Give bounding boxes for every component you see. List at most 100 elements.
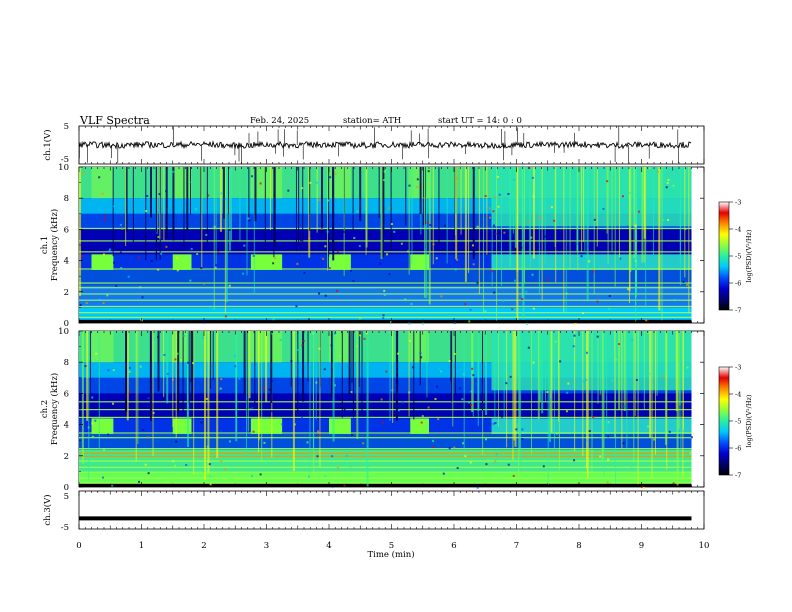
spectrogram-speckle (408, 322, 411, 325)
spectrogram-speckle (573, 334, 576, 337)
spectrogram-speckle (320, 256, 323, 259)
spectrogram-speckle (385, 253, 388, 256)
spectrogram-speckle (279, 338, 282, 341)
spectrogram-speckle (408, 391, 411, 394)
spectrogram-line (79, 432, 692, 434)
spectrogram-speckle (462, 442, 465, 445)
spectrogram-streak (215, 167, 217, 265)
spectrogram-streak (341, 331, 343, 418)
spectrogram-streak (529, 167, 531, 269)
spectrogram-speckle (401, 401, 404, 404)
spectrogram-streak (606, 167, 608, 234)
spectrogram-streak (664, 331, 667, 445)
spectrogram-speckle (476, 486, 479, 489)
spectrogram-streak (606, 331, 608, 433)
spectrogram-speckle (101, 476, 104, 479)
spectrogram-speckle (172, 460, 175, 463)
spectrogram-streak (190, 331, 192, 383)
spectrogram-streak (246, 331, 248, 460)
spectrogram-speckle (318, 347, 321, 350)
spectrogram-band (491, 254, 692, 270)
spectrogram-band (79, 393, 692, 419)
spectrogram-line (79, 287, 692, 289)
spectrogram-speckle (621, 195, 624, 198)
spectrogram-streak (611, 167, 613, 252)
spectrogram-streak (330, 331, 333, 397)
spectrogram-speckle (158, 193, 161, 196)
spectrogram-speckle (421, 415, 424, 418)
spectrogram-ytick-label: 2 (64, 288, 69, 298)
spectrogram-streak (273, 167, 276, 247)
spectrogram-speckle (495, 453, 498, 456)
spectrogram-streak (643, 331, 645, 410)
spectrogram-streak (183, 167, 185, 248)
spectrogram-streak (112, 167, 114, 257)
spectrogram-speckle (630, 467, 633, 470)
ch1-colorbar-ticks: -3 -4 -5 -6 -7 (729, 199, 741, 315)
spectrogram-streak (302, 331, 305, 402)
spectrogram-speckle (520, 246, 523, 249)
spectrogram-speckle (385, 370, 388, 373)
spectrogram-speckle (456, 258, 459, 261)
spectrogram-streak (390, 167, 392, 251)
spectrogram-speckle (485, 463, 488, 466)
spectrogram-speckle (301, 344, 304, 347)
spectrogram-speckle (432, 243, 435, 246)
spectrogram-speckle (437, 418, 440, 421)
spectrogram-speckle (484, 310, 487, 313)
spectrogram-streak (125, 167, 127, 246)
colorbar-tick-label: -3 (735, 199, 741, 207)
spectrogram-line (79, 312, 692, 314)
spectrogram-speckle (488, 207, 491, 210)
spectrogram-speckle (436, 385, 439, 388)
spectrogram-speckle (638, 210, 641, 213)
spectrogram-streak (514, 167, 517, 248)
spectrogram-speckle (440, 370, 443, 373)
ch3-waveform-frame (78, 490, 705, 530)
spectrogram-streak (295, 167, 297, 252)
spectrogram-speckle (165, 245, 168, 248)
spectrogram-speckle (440, 295, 443, 298)
spectrogram-ytick-label: 8 (64, 194, 69, 204)
spectrogram-speckle (250, 175, 253, 178)
spectrogram-streak (186, 167, 189, 232)
spectrogram-speckle (456, 177, 459, 180)
spectrogram-speckle (531, 176, 534, 179)
spectrogram-speckle (114, 242, 117, 245)
spectrogram-speckle (484, 438, 487, 441)
spectrogram-speckle (599, 455, 602, 458)
spectrogram-speckle (242, 272, 245, 275)
spectrogram-speckle (454, 268, 457, 271)
spectrogram-streak (273, 167, 275, 258)
spectrogram-speckle (91, 435, 94, 438)
spectrogram-speckle (190, 181, 193, 184)
spectrogram-speckle (356, 345, 359, 348)
spectrogram-speckle (94, 419, 97, 422)
spectrogram-streak (419, 167, 422, 215)
spectrogram-speckle (472, 263, 475, 266)
spectrogram-streak (152, 331, 154, 457)
spectrogram-streak (563, 167, 565, 313)
spectrogram-streak (269, 167, 271, 230)
spectrogram-streak (332, 167, 334, 250)
x-tick-label: 1 (139, 541, 144, 551)
spectrogram-streak (618, 167, 620, 260)
spectrogram-speckle (331, 485, 334, 488)
spectrogram-speckle (588, 260, 591, 263)
spectrogram-speckle (202, 470, 205, 473)
spectrogram-speckle (494, 460, 497, 463)
spectrogram-streak (227, 167, 229, 215)
spectrogram-streak (361, 331, 363, 412)
spectrogram-speckle (147, 472, 150, 475)
spectrogram-streak (682, 331, 684, 430)
spectrogram-streak (518, 331, 520, 483)
spectrogram-speckle (388, 207, 391, 210)
spectrogram-speckle (575, 242, 578, 245)
spectrogram-speckle (349, 465, 352, 468)
spectrogram-speckle (107, 433, 110, 436)
spectrogram-speckle (323, 368, 326, 371)
spectrogram-speckle (350, 390, 353, 393)
spectrogram-speckle (382, 421, 385, 424)
spectrogram-streak (586, 167, 589, 302)
